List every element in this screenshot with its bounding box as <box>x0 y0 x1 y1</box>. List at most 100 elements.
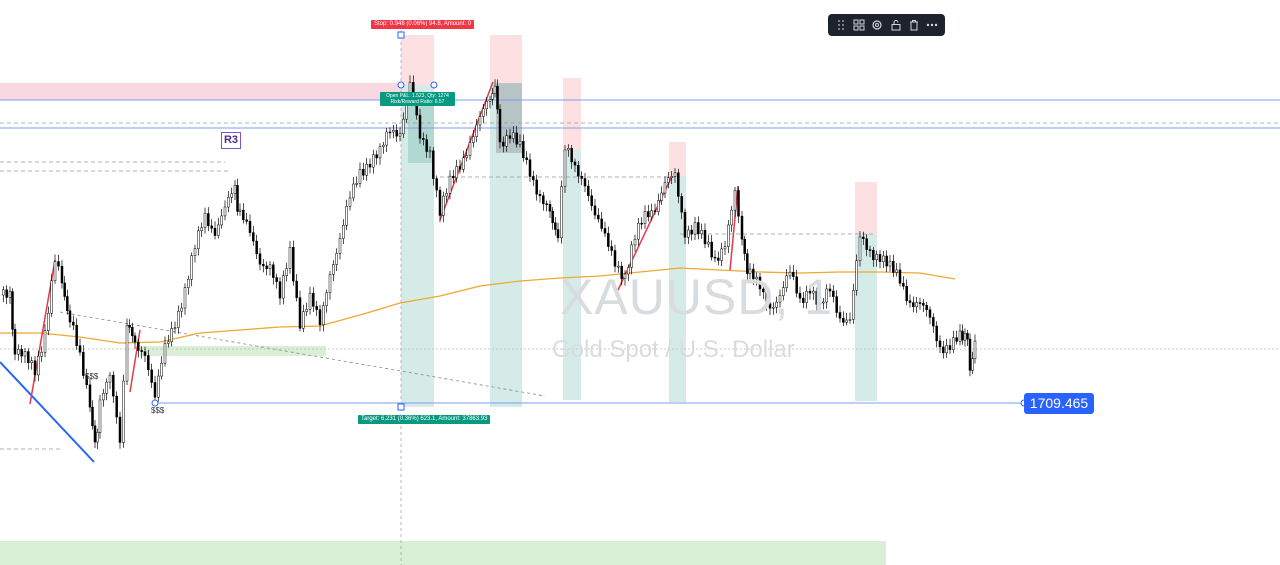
candle-body <box>815 290 818 305</box>
candle-body <box>60 265 64 284</box>
candle-body <box>493 85 497 94</box>
candle-body <box>57 261 60 267</box>
candle-body <box>227 197 230 208</box>
price-badge[interactable]: 1709.465 <box>1024 393 1094 414</box>
candle-body <box>932 317 935 327</box>
candle-body <box>677 172 680 197</box>
candle-body <box>838 312 842 319</box>
candle-body <box>302 311 305 329</box>
candle-body <box>973 340 977 359</box>
candle-body <box>242 209 245 221</box>
candle-body <box>878 254 882 262</box>
candle-body <box>498 108 502 143</box>
candle-body <box>938 340 942 348</box>
target-line-handle[interactable] <box>151 399 159 407</box>
candle-body <box>762 288 765 293</box>
candle-body <box>518 141 522 145</box>
candle-body <box>822 301 825 304</box>
candle-body <box>556 229 560 239</box>
candle-body <box>452 175 455 179</box>
candle-body <box>262 264 265 267</box>
candle-body <box>542 195 545 204</box>
candle-body <box>325 292 328 306</box>
red-zigzag-5[interactable] <box>729 185 739 271</box>
candle-body <box>968 338 972 371</box>
candle-body <box>445 193 448 197</box>
candle-body <box>372 154 375 168</box>
candle-body <box>150 369 153 383</box>
candle-body <box>428 150 432 153</box>
candle-body <box>358 168 362 184</box>
candle-body <box>961 330 964 341</box>
candle-body <box>170 328 173 342</box>
candle-body <box>627 267 630 275</box>
candle-body <box>160 362 163 377</box>
candle-body <box>125 325 129 382</box>
candle-body <box>842 317 845 323</box>
candle-body <box>737 190 740 217</box>
candle-body <box>368 163 372 168</box>
candle-body <box>818 302 822 305</box>
candle-body <box>478 116 482 126</box>
candle-body <box>482 108 485 117</box>
candle-body <box>928 309 932 318</box>
candle-body <box>37 356 40 376</box>
more-icon[interactable] <box>925 18 939 32</box>
candle-body <box>710 241 713 258</box>
candle-body <box>948 345 952 350</box>
candle-body <box>298 297 302 329</box>
candle-body <box>332 264 335 275</box>
candle-body <box>746 253 749 274</box>
delete-icon[interactable] <box>907 18 921 32</box>
candle-body <box>193 248 197 256</box>
dashed-trendline <box>59 311 546 397</box>
blue-trendline[interactable] <box>0 361 95 463</box>
candle-body <box>858 236 862 261</box>
liquidity-label: $$$ <box>151 406 165 415</box>
candle-body <box>650 210 653 218</box>
candle-body <box>955 337 958 342</box>
candle-body <box>580 175 583 179</box>
lock-icon[interactable] <box>889 18 903 32</box>
candle-body <box>683 211 687 238</box>
candle-body <box>85 375 88 386</box>
candle-body <box>167 341 170 344</box>
candle-body <box>435 178 438 191</box>
candle-body <box>295 280 298 298</box>
pivot-label-r3[interactable]: R3 <box>221 132 241 149</box>
candle-body <box>190 255 193 280</box>
stop-zone <box>401 35 434 85</box>
candle-body <box>872 249 875 261</box>
pink-supply-zone <box>0 83 430 100</box>
target-handle[interactable] <box>397 403 405 411</box>
candle-body <box>496 85 499 110</box>
candle-body <box>147 355 150 371</box>
candle-body <box>398 133 402 137</box>
candle-body <box>352 183 355 199</box>
candle-body <box>233 185 237 195</box>
candle-body <box>2 289 5 296</box>
target-zone-4 <box>669 176 686 402</box>
entry-handle-left[interactable] <box>397 81 405 89</box>
candle-body <box>653 210 657 212</box>
red-zigzag-3[interactable] <box>617 175 673 291</box>
candle-body <box>515 132 518 145</box>
candle-body <box>805 290 808 303</box>
candle-body <box>640 222 643 225</box>
candle-body <box>723 246 727 250</box>
stop-handle[interactable] <box>397 31 405 39</box>
candle-body <box>318 309 322 325</box>
candle-body <box>153 382 157 398</box>
candle-body <box>268 264 272 269</box>
candle-body <box>137 341 140 351</box>
candle-body <box>670 176 673 179</box>
candle-body <box>868 249 872 251</box>
settings-icon[interactable] <box>870 18 884 32</box>
candle-body <box>422 138 425 140</box>
entry-handle-right[interactable] <box>430 81 438 89</box>
candle-body <box>945 345 948 354</box>
candle-body <box>375 154 378 159</box>
template-icon[interactable] <box>852 18 866 32</box>
drag-handle-icon[interactable] <box>834 18 848 32</box>
